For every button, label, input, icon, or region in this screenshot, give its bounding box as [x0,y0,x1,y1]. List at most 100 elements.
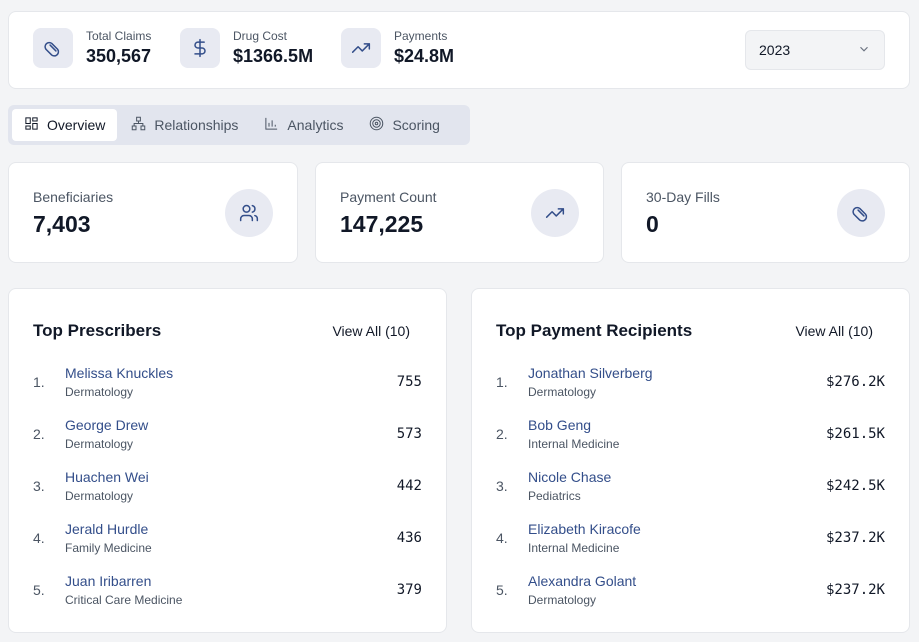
specialty: Internal Medicine [528,437,620,451]
metric-value: 7,403 [33,211,91,237]
stat-value: $1366.5M [233,46,314,66]
row-value: $237.2K [825,582,885,598]
tab[interactable]: Analytics [252,109,355,141]
name-link[interactable]: Juan Iribarren [65,573,152,589]
metric-card: Payment Count 147,225 [315,162,604,263]
rank: 5. [33,582,45,598]
metric-label: Payment Count [340,189,437,205]
specialty: Dermatology [528,593,597,607]
tab[interactable]: Relationships [119,109,250,141]
name-link[interactable]: Jonathan Silverberg [528,365,653,381]
specialty: Family Medicine [65,541,152,555]
tab-label: Scoring [392,117,440,133]
metric-value: 0 [646,211,659,237]
tab-label: Analytics [287,117,344,133]
icon [225,189,273,237]
rank: 4. [33,530,45,546]
row-value: 442 [396,478,422,494]
name-link[interactable]: Jerald Hurdle [65,521,149,537]
icon-svg [351,43,371,53]
metric-label: 30-Day Fills [646,189,720,205]
metric-card: 30-Day Fills 0 [621,162,910,263]
list-row: 3. Nicole Chase Pediatrics $242.5K [496,469,885,509]
stat-text: Drug Cost $1366.5M [233,29,313,67]
name-link[interactable]: Alexandra Golant [528,573,637,589]
stat-label: Drug Cost [233,29,288,43]
list-row: 1. Jonathan Silverberg Dermatology $276.2K [496,365,885,405]
name-link[interactable]: Bob Geng [528,417,592,433]
row-value: $237.2K [825,530,885,546]
icon-svg [239,204,259,222]
tab[interactable]: Scoring [357,109,451,141]
metric-label: Beneficiaries [33,189,114,205]
name-link[interactable]: Nicole Chase [528,469,612,485]
header-stat: Drug Cost $1366.5M [180,28,313,68]
chevron-svg [860,46,868,52]
stat-label: Payments [394,29,448,43]
tab-icon-svg [265,117,278,130]
name-link[interactable]: George Drew [65,417,149,433]
list-row: 3. Huachen Wei Dermatology 442 [33,469,422,509]
row-value: $276.2K [825,374,885,390]
header-stat: Payments $24.8M [341,28,454,68]
list-row: 4. Elizabeth Kiracofe Internal Medicine $23… [496,521,885,561]
tab-icon-svg [370,116,384,131]
stat-text: Payments $24.8M [394,29,454,67]
icon [341,28,381,68]
specialty: Pediatrics [528,489,581,503]
rank: 3. [33,478,45,494]
tab-label: Relationships [154,117,239,133]
list-row: 4. Jerald Hurdle Family Medicine 436 [33,521,422,561]
tab-label: Overview [47,117,106,133]
stat-value: 350,567 [86,46,152,66]
list-row: 5. Juan Iribarren Critical Care Medicine 37… [33,573,422,613]
chevron [857,42,871,59]
panel-title: Top Prescribers [33,321,162,340]
tab-icon [131,116,146,134]
specialty: Internal Medicine [528,541,620,555]
icon [33,28,73,68]
view-all-button[interactable]: View All (10) [795,323,873,339]
list-panel: Top Prescribers View All (10) 1. Melissa Kn… [8,288,447,633]
specialty: Dermatology [65,437,134,451]
row-value: $261.5K [825,426,885,442]
icon [180,28,220,68]
name-link[interactable]: Elizabeth Kiracofe [528,521,641,537]
rank: 4. [496,530,508,546]
stat-label: Total Claims [86,29,152,43]
row-value: 755 [396,374,422,390]
metric-value: 147,225 [340,211,424,237]
specialty: Dermatology [528,385,597,399]
tab-icon [264,116,279,134]
rank: 2. [33,426,45,442]
rank: 1. [33,374,45,390]
icon [531,189,579,237]
row-value: $242.5K [825,478,885,494]
icon-svg [194,38,206,58]
tab-icon-svg [132,116,146,131]
row-value: 379 [396,582,422,598]
rank: 1. [496,374,508,390]
tab[interactable]: Overview [12,109,118,141]
list-row: 1. Melissa Knuckles Dermatology 755 [33,365,422,405]
specialty: Critical Care Medicine [65,593,183,607]
view-all-button[interactable]: View All (10) [332,323,410,339]
rank: 3. [496,478,508,494]
icon [837,189,885,237]
row-value: 436 [396,530,422,546]
row-value: 573 [396,426,422,442]
tab-icon [369,116,384,134]
list-row: 5. Alexandra Golant Dermatology $237.2K [496,573,885,613]
name-link[interactable]: Huachen Wei [65,469,149,485]
year-select[interactable]: 2023 [745,30,885,70]
specialty: Dermatology [65,385,134,399]
list-row: 2. Bob Geng Internal Medicine $261.5K [496,417,885,457]
icon-svg [852,206,868,222]
header-stat: Total Claims 350,567 [33,28,151,68]
rank: 2. [496,426,508,442]
list-row: 2. George Drew Dermatology 573 [33,417,422,457]
rank: 5. [496,582,508,598]
name-link[interactable]: Melissa Knuckles [65,365,174,381]
